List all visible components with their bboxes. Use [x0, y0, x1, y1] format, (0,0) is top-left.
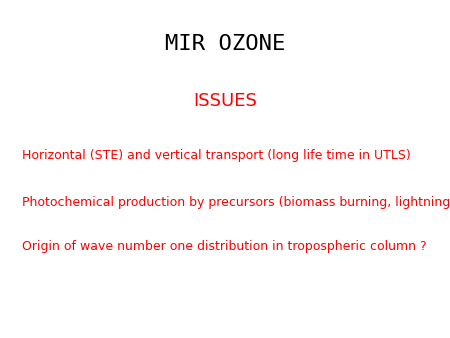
Text: MIR OZONE: MIR OZONE [165, 34, 285, 54]
Text: Horizontal (STE) and vertical transport (long life time in UTLS): Horizontal (STE) and vertical transport … [22, 149, 411, 162]
Text: Origin of wave number one distribution in tropospheric column ?: Origin of wave number one distribution i… [22, 240, 427, 253]
Text: Photochemical production by precursors (biomass burning, lightning,..) ?: Photochemical production by precursors (… [22, 196, 450, 209]
Text: ISSUES: ISSUES [193, 92, 257, 111]
